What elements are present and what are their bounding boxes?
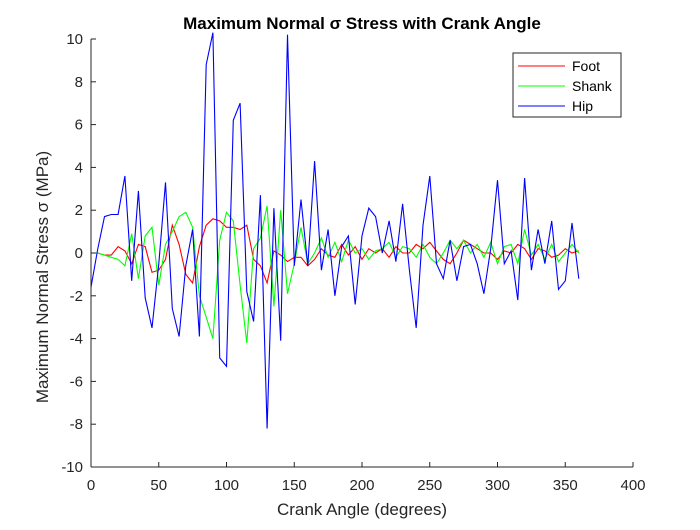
x-tick-label: 100 bbox=[214, 477, 239, 494]
y-tick-label: -8 bbox=[70, 416, 83, 433]
y-tick-label: -4 bbox=[70, 331, 83, 348]
series-line-shank bbox=[91, 205, 580, 343]
x-tick-label: 50 bbox=[150, 477, 167, 494]
series-layer bbox=[90, 32, 580, 429]
axes-layer: 0 50 100 150 200 250 300 350 400 -10 -8 -6 -4 -2 0 2 4 6 8… bbox=[61, 31, 645, 494]
y-tick-label: -10 bbox=[61, 459, 83, 476]
y-tick-label: 6 bbox=[75, 117, 83, 134]
x-tick-label: 0 bbox=[87, 477, 95, 494]
y-tick-label: 2 bbox=[75, 202, 83, 219]
x-axis-label: Crank Angle (degrees) bbox=[277, 500, 447, 519]
y-tick-label: -2 bbox=[70, 288, 83, 305]
x-tick-label: 400 bbox=[620, 477, 645, 494]
legend-label-foot: Foot bbox=[572, 58, 600, 74]
y-tick-label: 8 bbox=[75, 74, 83, 91]
x-tick-label: 300 bbox=[485, 477, 510, 494]
y-tick-label: 4 bbox=[75, 159, 83, 176]
y-tick-label: 10 bbox=[66, 31, 83, 48]
y-axis-label: Maximum Normal Stress σ (MPa) bbox=[33, 151, 52, 403]
legend-label-hip: Hip bbox=[572, 98, 593, 114]
series-line-hip bbox=[90, 32, 580, 429]
x-tick-label: 150 bbox=[282, 477, 307, 494]
x-tick-label: 250 bbox=[417, 477, 442, 494]
legend-label-shank: Shank bbox=[572, 78, 613, 94]
chart-title: Maximum Normal σ Stress with Crank Angle bbox=[183, 14, 541, 33]
y-tick-label: 0 bbox=[75, 245, 83, 262]
legend: Foot Shank Hip bbox=[512, 52, 622, 118]
series-line-foot bbox=[91, 218, 579, 285]
y-tick-label: -6 bbox=[70, 373, 83, 390]
x-tick-label: 200 bbox=[349, 477, 374, 494]
x-tick-label: 350 bbox=[553, 477, 578, 494]
